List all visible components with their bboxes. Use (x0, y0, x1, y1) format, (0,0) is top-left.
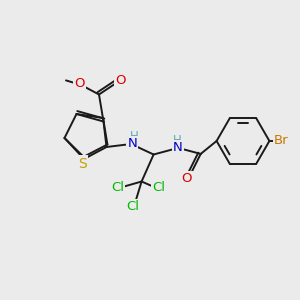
Text: N: N (128, 137, 137, 150)
Text: Cl: Cl (126, 200, 139, 213)
Text: H: H (173, 134, 182, 147)
Text: S: S (78, 157, 87, 170)
Text: O: O (115, 74, 125, 88)
Text: Cl: Cl (152, 181, 166, 194)
Text: O: O (182, 172, 192, 185)
Text: H: H (130, 130, 139, 143)
Text: Cl: Cl (111, 181, 124, 194)
Text: N: N (173, 141, 182, 154)
Text: Br: Br (274, 134, 289, 148)
Text: O: O (74, 77, 85, 90)
